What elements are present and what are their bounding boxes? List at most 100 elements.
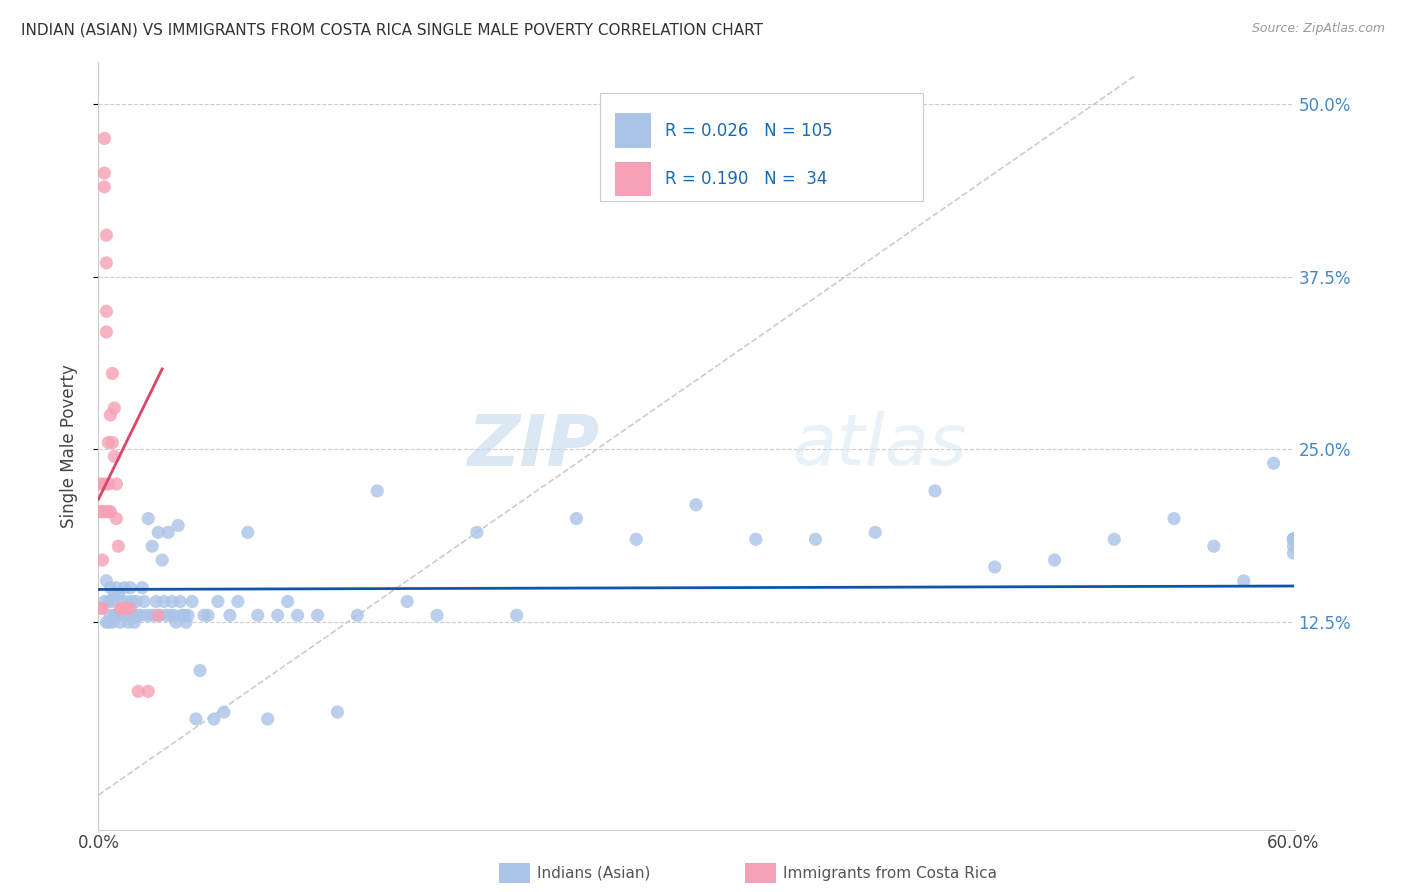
- Point: [181, 594, 204, 608]
- Point: [219, 608, 242, 623]
- Text: Indians (Asian): Indians (Asian): [537, 866, 651, 880]
- Point: [93, 594, 115, 608]
- Point: [159, 608, 181, 623]
- Point: [226, 594, 249, 608]
- Point: [96, 304, 118, 318]
- Point: [202, 712, 225, 726]
- Point: [1282, 533, 1305, 547]
- Point: [1282, 539, 1305, 553]
- Point: [89, 601, 111, 615]
- Point: [924, 483, 946, 498]
- Point: [287, 608, 309, 623]
- Point: [93, 505, 115, 519]
- Point: [93, 179, 115, 194]
- Point: [105, 581, 128, 595]
- Point: [117, 615, 139, 630]
- Point: [1282, 533, 1305, 547]
- Point: [135, 608, 157, 623]
- Point: [1043, 553, 1066, 567]
- Point: [207, 594, 229, 608]
- Point: [107, 608, 129, 623]
- Point: [626, 533, 648, 547]
- Point: [1282, 533, 1305, 547]
- Point: [184, 712, 207, 726]
- Point: [112, 581, 135, 595]
- Point: [149, 608, 172, 623]
- Point: [307, 608, 329, 623]
- Point: [98, 581, 122, 595]
- Point: [1282, 533, 1305, 547]
- Point: [117, 594, 139, 608]
- Point: [97, 435, 120, 450]
- Point: [506, 608, 529, 623]
- Point: [865, 525, 887, 540]
- Point: [91, 601, 114, 615]
- Point: [136, 511, 159, 525]
- Point: [565, 511, 588, 525]
- Text: ZIP: ZIP: [468, 411, 600, 481]
- Point: [139, 608, 162, 623]
- Point: [110, 615, 132, 630]
- Point: [145, 594, 167, 608]
- Point: [326, 705, 349, 719]
- Text: Immigrants from Costa Rica: Immigrants from Costa Rica: [783, 866, 997, 880]
- Point: [129, 608, 152, 623]
- Point: [115, 608, 138, 623]
- Point: [134, 594, 156, 608]
- Point: [107, 588, 129, 602]
- Point: [1282, 533, 1305, 547]
- Point: [366, 483, 388, 498]
- Point: [96, 574, 118, 588]
- Point: [96, 615, 118, 630]
- Point: [101, 435, 124, 450]
- Point: [98, 408, 122, 422]
- Point: [1282, 533, 1305, 547]
- Point: [1202, 539, 1225, 553]
- Point: [1104, 533, 1126, 547]
- Point: [115, 601, 138, 615]
- Point: [101, 594, 124, 608]
- Point: [96, 325, 118, 339]
- Point: [124, 615, 146, 630]
- Point: [111, 601, 134, 615]
- Point: [105, 511, 128, 525]
- Point: [93, 477, 115, 491]
- Text: Source: ZipAtlas.com: Source: ZipAtlas.com: [1251, 22, 1385, 36]
- Point: [267, 608, 290, 623]
- Point: [121, 594, 143, 608]
- Point: [127, 684, 149, 698]
- Point: [93, 131, 115, 145]
- Point: [1282, 533, 1305, 547]
- Point: [97, 477, 120, 491]
- Point: [256, 712, 278, 726]
- Point: [1282, 533, 1305, 547]
- Point: [111, 594, 134, 608]
- Point: [98, 608, 122, 623]
- Point: [172, 608, 194, 623]
- Point: [141, 539, 163, 553]
- Point: [984, 560, 1007, 574]
- Point: [103, 588, 125, 602]
- Point: [426, 608, 449, 623]
- Point: [125, 594, 148, 608]
- Point: [167, 518, 190, 533]
- Point: [101, 615, 124, 630]
- Point: [124, 608, 146, 623]
- Point: [103, 608, 125, 623]
- Point: [174, 615, 197, 630]
- Point: [173, 608, 195, 623]
- Text: R = 0.026   N = 105: R = 0.026 N = 105: [665, 121, 832, 140]
- Point: [89, 477, 111, 491]
- Text: R = 0.190   N =  34: R = 0.190 N = 34: [665, 170, 827, 188]
- Point: [97, 505, 120, 519]
- Point: [96, 256, 118, 270]
- Point: [1263, 456, 1285, 470]
- FancyBboxPatch shape: [614, 161, 651, 196]
- Point: [169, 594, 191, 608]
- Point: [193, 608, 215, 623]
- Point: [97, 615, 120, 630]
- Point: [136, 684, 159, 698]
- Point: [1282, 533, 1305, 547]
- Point: [346, 608, 368, 623]
- Point: [93, 166, 115, 180]
